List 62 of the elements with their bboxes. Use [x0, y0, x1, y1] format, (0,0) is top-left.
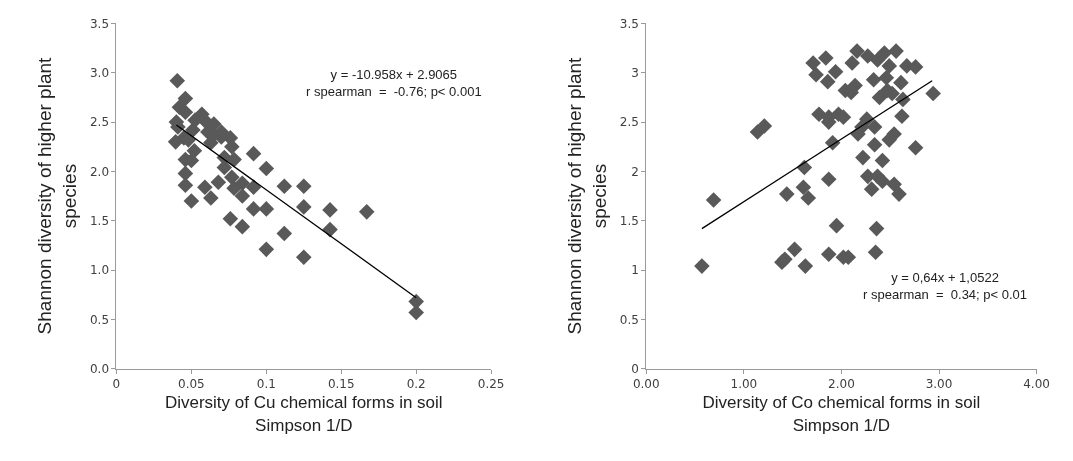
- point: [276, 178, 293, 195]
- point: [234, 175, 251, 192]
- point: [245, 201, 262, 217]
- point: [358, 204, 375, 220]
- point: [295, 199, 312, 215]
- y-tick-label: 2.0: [89, 164, 110, 179]
- point: [183, 193, 200, 209]
- y-tick-label: 1: [631, 263, 639, 278]
- x-tick-label: 3.00: [925, 377, 953, 392]
- y-tick-label: 2: [631, 164, 639, 179]
- y-tick-label: 1.0: [89, 263, 110, 278]
- point: [258, 241, 275, 258]
- x-tick-label: 0.2: [406, 377, 426, 392]
- x-tick-label: 0.1: [256, 377, 276, 392]
- point: [276, 225, 293, 242]
- y-tick-label: 1.5: [89, 213, 110, 228]
- y-tick-label: 1.5: [619, 213, 639, 228]
- point: [224, 169, 240, 186]
- y-tick-label: 0.0: [89, 361, 110, 376]
- y-tick-label: 2.5: [89, 115, 110, 130]
- x-tick-label: 0.25: [477, 377, 505, 392]
- y-tick-label: 3.5: [89, 16, 110, 31]
- point: [295, 178, 312, 195]
- point: [322, 202, 338, 218]
- point: [177, 165, 194, 182]
- point: [245, 145, 262, 162]
- x-tick-label: 0.05: [178, 377, 205, 392]
- x-tick-label: 0.00: [632, 377, 660, 392]
- x-tick-label: 2.00: [828, 377, 855, 392]
- y-tick-label: 3.0: [89, 65, 110, 80]
- x-tick-label: 4.00: [1023, 377, 1050, 392]
- y-tick-label: 0.5: [619, 312, 639, 327]
- point: [187, 112, 203, 128]
- y-tick-label: 3.5: [619, 16, 639, 31]
- point: [295, 249, 312, 266]
- y-tick-label: 2.5: [619, 115, 639, 130]
- y-tick-label: 0.5: [89, 312, 110, 327]
- point: [177, 104, 194, 121]
- point: [177, 177, 194, 194]
- point: [203, 190, 219, 206]
- point: [197, 179, 213, 195]
- x-tick-label: 0: [112, 377, 121, 392]
- point: [210, 174, 227, 191]
- point: [226, 151, 242, 168]
- point: [234, 188, 251, 204]
- point: [234, 218, 251, 235]
- y-tick-label: 3: [631, 65, 639, 80]
- x-tick-label: 1.00: [730, 377, 758, 392]
- point: [222, 210, 239, 227]
- annotation: y = -10.958x + 2.9065 r spearman = -0.76; p< 0.001: [306, 67, 482, 99]
- point: [245, 179, 262, 195]
- y-axis-title: Shannon diversity of higher plant species: [563, 56, 610, 335]
- annotation: y = 0,64x + 1,0522 r spearman = 0.34; p< 0.01: [863, 270, 1028, 302]
- x-axis-title: Diversity of Cu chemical forms in soil Simpson 1/D: [164, 393, 443, 435]
- point: [177, 90, 194, 107]
- point: [258, 160, 275, 177]
- point: [169, 72, 186, 89]
- x-axis-title: Diversity of Co chemical forms in soil Simpson 1/D: [702, 393, 981, 435]
- y-tick-label: 0: [631, 361, 639, 376]
- point: [258, 201, 275, 217]
- x-tick-label: 0.15: [327, 377, 355, 392]
- y-axis-title: Shannon diversity of higher plant species: [34, 56, 80, 335]
